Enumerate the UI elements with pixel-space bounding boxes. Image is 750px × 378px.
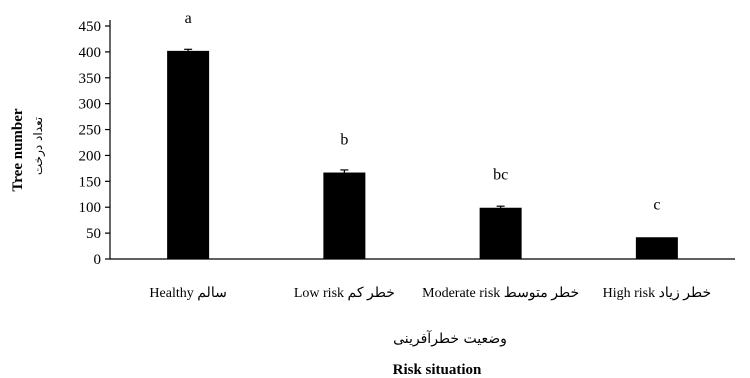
significance-letter: a	[185, 10, 192, 27]
bar	[479, 207, 522, 259]
x-category-label: Healthy سالم	[149, 286, 226, 301]
bars	[167, 50, 678, 259]
x-category-label: Moderate risk خطر متوسط	[422, 286, 579, 301]
significance-letter: bc	[493, 167, 508, 184]
y-axis-label-persian: تعداد درخت	[31, 117, 46, 175]
significance-letter: b	[340, 132, 348, 149]
y-tick-label: 150	[79, 174, 102, 190]
x-axis-categories: Healthy سالم Low risk خطر کم Moderate risk…	[149, 286, 711, 301]
x-axis-label: Risk situation	[393, 362, 482, 378]
significance-letter: c	[653, 196, 660, 213]
y-tick-label: 200	[79, 148, 102, 164]
x-category-label: High risk خطر زیاد	[603, 286, 712, 301]
y-tick-label: 0	[94, 252, 102, 268]
x-category-label: Low risk خطر کم	[294, 286, 395, 301]
y-tick-label: 450	[79, 19, 102, 35]
y-tick-label: 250	[79, 123, 102, 139]
bar	[167, 50, 210, 259]
y-axis-ticks: 0 50 100 150 200 250 300 350 400 450	[79, 19, 110, 268]
x-axis-label-persian: وضعیت خطرآفرینی	[393, 330, 507, 347]
bar	[635, 237, 678, 259]
y-tick-label: 100	[79, 200, 102, 216]
bar	[323, 172, 366, 259]
significance-letters: a b bc c	[185, 10, 661, 213]
y-tick-label: 350	[79, 71, 102, 87]
y-tick-label: 300	[79, 97, 102, 113]
y-tick-label: 50	[86, 226, 101, 242]
y-tick-label: 400	[79, 45, 102, 61]
y-axis-label: Tree number	[10, 108, 26, 192]
error-bars	[184, 48, 505, 210]
